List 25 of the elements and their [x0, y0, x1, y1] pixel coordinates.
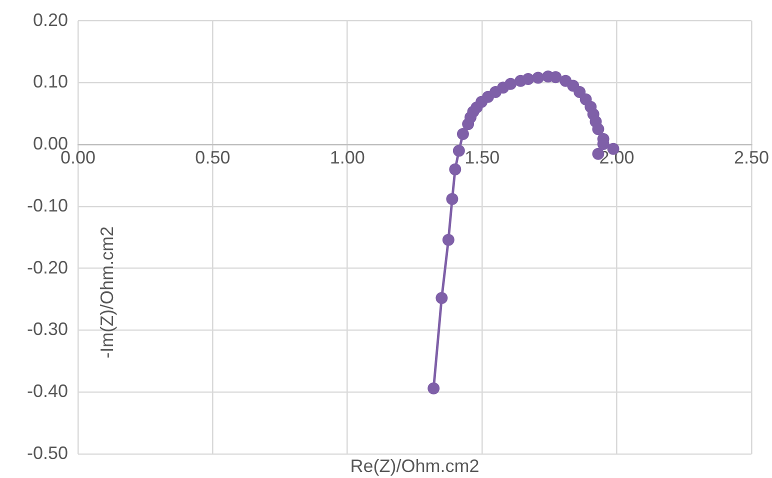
y-tick-label: 0.20 [32, 10, 68, 30]
y-tick-label: -0.30 [26, 319, 68, 340]
y-tick-label: -0.50 [26, 442, 68, 463]
y-axis-title: -Im(Z)/Ohm.cm2 [96, 226, 117, 358]
point [532, 72, 544, 84]
point [442, 234, 454, 246]
point [452, 144, 465, 157]
y-tick-label: 0.10 [32, 72, 68, 92]
x-axis-title: Re(Z)/Ohm.cm2 [350, 456, 480, 476]
point [504, 78, 517, 90]
x-tick-label: 0.50 [195, 147, 230, 168]
y-tick-label: -0.20 [26, 257, 68, 278]
x-tick-label: 2.50 [734, 147, 770, 168]
point [446, 193, 458, 206]
point [574, 86, 586, 98]
y-tick-label: -0.10 [26, 195, 68, 216]
point [428, 382, 440, 394]
point [522, 72, 534, 85]
point [436, 292, 448, 304]
point [449, 163, 462, 176]
point [592, 123, 604, 136]
x-tick-label: 1.00 [330, 147, 365, 168]
point [456, 128, 469, 140]
x-tick-label: 1.50 [464, 147, 500, 168]
y-tick-label: -0.40 [26, 381, 68, 402]
